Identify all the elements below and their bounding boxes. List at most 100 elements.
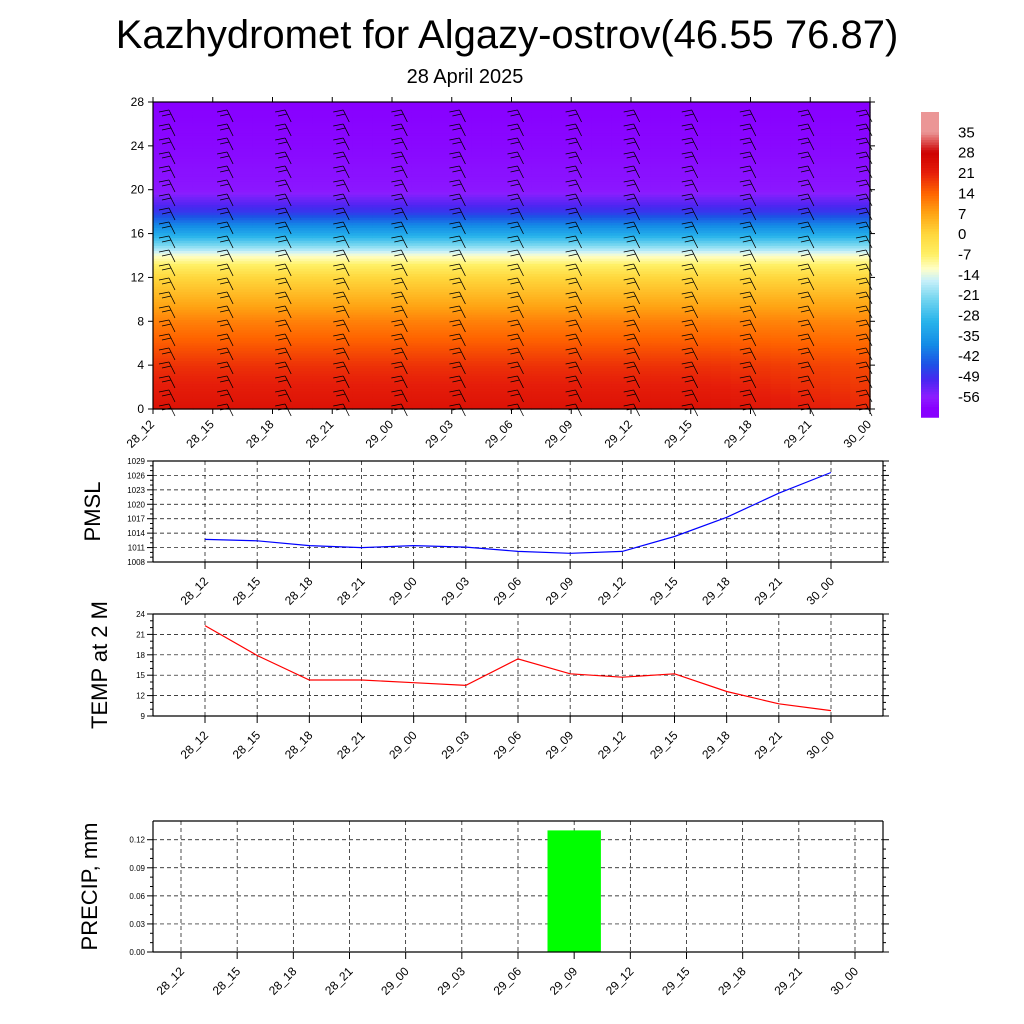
heatmap-cell	[571, 260, 592, 264]
heatmap-cell	[272, 183, 294, 188]
wind-barb-feather	[217, 235, 228, 239]
wind-barb	[217, 137, 234, 151]
heatmap-cell	[830, 334, 851, 338]
heatmap-cell	[571, 165, 592, 170]
heatmap-cell	[172, 199, 194, 203]
heatmap-cell	[212, 329, 234, 333]
heatmap-cell	[312, 171, 333, 175]
heatmap-cell	[411, 332, 433, 336]
wind-barb-feather	[568, 183, 578, 187]
heatmap-cell	[690, 119, 712, 124]
heatmap-cell	[690, 360, 712, 364]
heatmap-cell	[272, 168, 294, 172]
heatmap-cell	[232, 322, 254, 326]
heatmap-cell	[710, 322, 732, 326]
heatmap-cell	[611, 352, 632, 356]
heatmap-cell	[571, 219, 592, 223]
heatmap-cell	[571, 214, 592, 218]
heatmap-cell	[650, 142, 672, 147]
heatmap-cell	[591, 201, 612, 205]
heatmap-cell	[372, 247, 393, 251]
heatmap-cell	[272, 214, 294, 218]
heatmap-cell	[730, 206, 752, 211]
heatmap-cell	[631, 237, 652, 241]
wind-barb-staff	[342, 375, 350, 389]
heatmap-cell	[730, 242, 752, 246]
heatmap-cell	[392, 291, 413, 295]
heatmap-cell	[292, 148, 313, 152]
heatmap-cell	[352, 212, 373, 216]
wind-barb-staff	[168, 165, 176, 179]
heatmap-cell	[212, 288, 234, 292]
wind-barb	[158, 389, 176, 403]
heatmap-cell	[551, 158, 572, 162]
heatmap-cell	[232, 347, 254, 351]
heatmap-cell	[571, 242, 592, 246]
heatmap-cell	[372, 235, 393, 239]
wind-barb-feather	[568, 225, 578, 229]
heatmap-cell	[730, 153, 752, 157]
heatmap-cell	[551, 168, 572, 172]
heatmap-cell	[192, 186, 214, 190]
heatmap-cell	[551, 275, 572, 280]
heatmap-cell	[312, 298, 333, 303]
heatmap-cell	[551, 398, 572, 402]
wind-barb-feather	[161, 379, 172, 383]
heatmap-cell	[411, 186, 433, 190]
heatmap-cell	[571, 406, 592, 410]
heatmap-cell	[212, 176, 234, 180]
heatmap-cell	[471, 163, 493, 167]
heatmap-cell	[611, 229, 632, 234]
heatmap-cell	[770, 181, 791, 185]
heatmap-cell	[531, 165, 552, 170]
heatmap-cell	[830, 275, 851, 280]
heatmap-cell	[252, 365, 274, 369]
heatmap-cell	[850, 199, 871, 203]
heatmap-cell	[232, 258, 254, 262]
wind-barb-feather	[449, 403, 460, 407]
heatmap-cell	[591, 117, 612, 121]
heatmap-cell	[451, 222, 473, 226]
heatmap-cell	[830, 360, 851, 364]
heatmap-cell	[312, 283, 333, 287]
heatmap-cell	[710, 153, 732, 157]
heatmap-cell	[252, 388, 274, 392]
heatmap-cell	[710, 127, 732, 131]
heatmap-cell	[611, 301, 632, 305]
heatmap-cell	[471, 235, 493, 239]
heatmap-cell	[232, 268, 254, 272]
heatmap-cell	[392, 380, 413, 385]
heatmap-cell	[810, 107, 831, 111]
heatmap-cell	[451, 227, 473, 231]
heatmap-cell	[670, 337, 692, 341]
heatmap-cell	[511, 191, 533, 195]
wind-barb-feather	[333, 235, 344, 239]
heatmap-cell	[730, 362, 752, 367]
heatmap-cell	[850, 314, 871, 318]
heatmap-cell	[332, 194, 353, 198]
heatmap-cell	[232, 352, 254, 356]
heatmap-cell	[551, 199, 572, 203]
heatmap-cell	[830, 150, 851, 154]
heatmap-cell	[810, 383, 831, 387]
wind-barb-feather	[568, 211, 578, 215]
heatmap-cell	[232, 296, 254, 300]
heatmap-cell	[551, 273, 572, 277]
wind-barb	[507, 137, 524, 151]
heatmap-cell	[611, 235, 632, 239]
heatmap-cell	[312, 329, 333, 333]
heatmap-cell	[252, 347, 274, 351]
heatmap-cell	[850, 398, 871, 402]
heatmap-cell	[790, 263, 811, 267]
heatmap-cell	[411, 155, 433, 159]
heatmap-cell	[192, 188, 214, 193]
heatmap-cell	[153, 401, 174, 405]
heatmap-cell	[372, 309, 393, 313]
heatmap-cell	[491, 275, 513, 280]
heatmap-cell	[451, 196, 473, 200]
heatmap-cell	[850, 306, 871, 310]
heatmap-cell	[511, 165, 533, 170]
heatmap-cell	[511, 316, 533, 321]
heatmap-cell	[790, 206, 811, 211]
heatmap-cell	[451, 385, 473, 390]
